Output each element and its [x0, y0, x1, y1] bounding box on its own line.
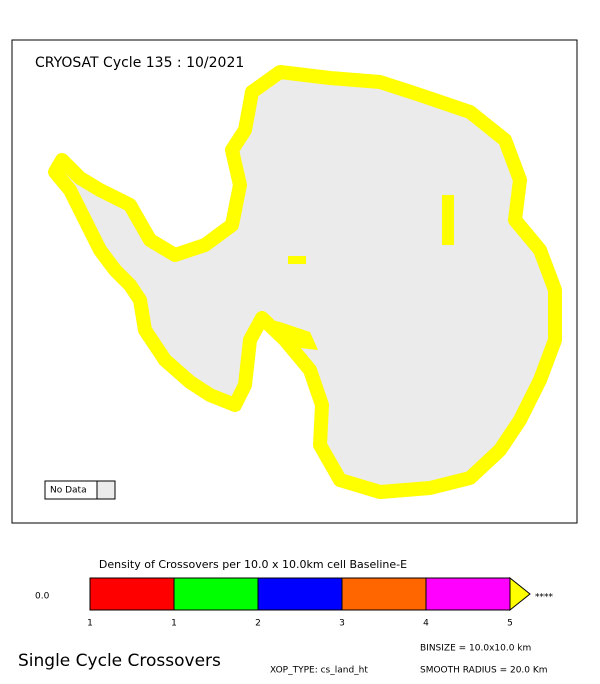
- colorbar-tick-label: 4: [423, 619, 429, 629]
- colorbar-segment: [425, 577, 511, 611]
- footer-heading: Single Cycle Crossovers: [18, 651, 221, 671]
- map-title: CRYOSAT Cycle 135 : 10/2021: [35, 55, 244, 71]
- colorbar-overflow: [509, 576, 531, 612]
- legend-low-label: 0.0: [35, 592, 50, 602]
- antarctica: [48, 65, 562, 499]
- legend-high-label: ****: [535, 593, 554, 603]
- smooth-radius: SMOOTH RADIUS = 20.0 Km: [420, 666, 548, 676]
- binsize: BINSIZE = 10.0x10.0 km: [420, 644, 531, 654]
- map-frame: [11, 39, 578, 524]
- colorbar-segment: [341, 577, 427, 611]
- colorbar-tick-label: 1: [87, 619, 93, 629]
- colorbar-segment: [257, 577, 343, 611]
- xop-type: XOP_TYPE: cs_land_ht: [270, 666, 368, 676]
- colorbar-tick-label: 1: [171, 619, 177, 629]
- no-data-label: No Data: [50, 486, 87, 496]
- no-data-swatch: [96, 480, 116, 500]
- colorbar-tick-label: 3: [339, 619, 345, 629]
- colorbar-segment: [89, 577, 175, 611]
- colorbar-segment: [173, 577, 259, 611]
- legend-title: Density of Crossovers per 10.0 x 10.0km …: [99, 558, 407, 571]
- colorbar-tick-label: 5: [507, 619, 513, 629]
- colorbar-tick-label: 2: [255, 619, 261, 629]
